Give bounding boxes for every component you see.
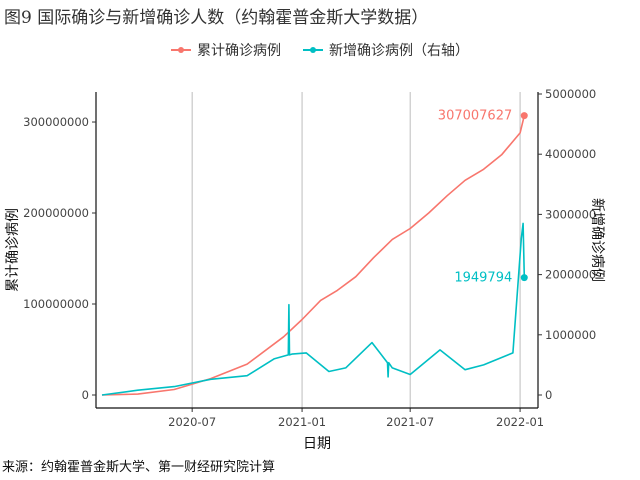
series-line-cumulative [101, 115, 526, 396]
legend-key-new-cases [303, 47, 323, 53]
y-left-tick-label-0: 0 [82, 388, 89, 402]
legend-key-cumulative [171, 47, 191, 53]
legend-item-new-cases[interactable]: 新增确诊病例（右轴） [303, 38, 469, 62]
x-tick-label-3: 2022-01 [496, 415, 544, 429]
y-left-tick-label-1: 100000000 [23, 297, 89, 311]
y-right-axis-title: 新增确诊病例 [589, 198, 605, 282]
y-left-tick-label-2: 200000000 [23, 206, 89, 220]
series-end-point-new-cases [520, 274, 528, 282]
x-tick-label-1: 2021-01 [278, 415, 326, 429]
x-tick-label-0: 2020-07 [168, 415, 216, 429]
y-right-tick-label-5: 5000000 [545, 87, 596, 101]
legend-label-cumulative: 累计确诊病例 [197, 43, 281, 59]
y-right-tick-label-0: 0 [545, 388, 552, 402]
x-tick-label-2: 2021-07 [386, 415, 434, 429]
y-left-axis-title: 累计确诊病例 [5, 208, 21, 292]
figure-title: 图9 国际确诊与新增确诊人数（约翰霍普金斯大学数据） [4, 8, 429, 28]
y-right-tick-label-3: 3000000 [545, 207, 596, 221]
y-right-tick-label-2: 2000000 [545, 268, 596, 282]
y-right-tick-label-1: 1000000 [545, 328, 596, 342]
y-right-tick-label-4: 4000000 [545, 147, 596, 161]
y-left-tick-label-3: 300000000 [23, 115, 89, 129]
legend-item-cumulative[interactable]: 累计确诊病例 [171, 38, 281, 62]
legend: 累计确诊病例 新增确诊病例（右轴） [0, 38, 640, 62]
axis-labels: 2020-07 2021-01 2021-07 2022-01010000000020… [5, 87, 605, 452]
series-end-label-new-cases: 1949794 [454, 271, 512, 286]
series-lines [101, 112, 528, 396]
x-axis-title: 日期 [303, 436, 331, 452]
legend-label-new-cases: 新增确诊病例（右轴） [329, 43, 469, 59]
source-note: 来源：约翰霍普金斯大学、第一财经研究院计算 [2, 460, 276, 475]
series-line-new-cases [101, 222, 526, 396]
grid-lines [191, 92, 521, 408]
series-end-point-cumulative [520, 112, 528, 120]
series-end-label-cumulative: 307007627 [438, 109, 512, 124]
axes [92, 92, 542, 412]
